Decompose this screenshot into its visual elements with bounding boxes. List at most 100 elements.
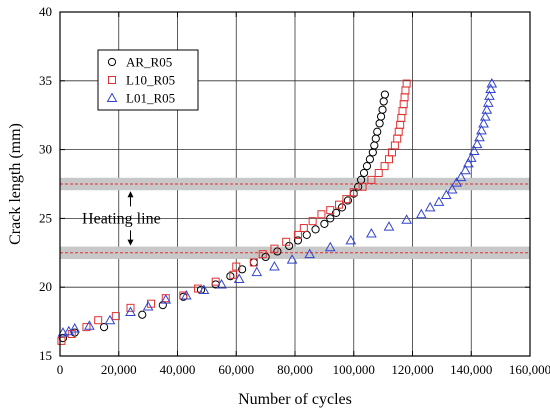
data-point bbox=[402, 79, 411, 88]
data-point bbox=[354, 182, 363, 191]
data-point bbox=[57, 336, 66, 345]
data-point bbox=[308, 217, 317, 226]
data-point bbox=[273, 247, 282, 256]
axes bbox=[59, 11, 531, 357]
data-point bbox=[302, 230, 311, 240]
data-point bbox=[299, 224, 308, 233]
y-tick-label: 40 bbox=[39, 4, 52, 19]
data-point bbox=[446, 183, 458, 194]
data-point bbox=[229, 270, 238, 279]
data-point bbox=[293, 230, 302, 239]
y-tick-label: 15 bbox=[39, 348, 52, 363]
data-point bbox=[362, 162, 372, 171]
data-point bbox=[232, 262, 241, 271]
data-point bbox=[393, 134, 402, 143]
data-point bbox=[332, 208, 341, 217]
data-point bbox=[366, 228, 377, 238]
y-tick-label: 25 bbox=[39, 210, 52, 225]
data-point bbox=[398, 107, 407, 116]
data-point bbox=[397, 113, 406, 122]
tick-labels: 0 20,000 40,000 60,000 80,000 100,000 120,000 1… bbox=[39, 4, 550, 377]
data-point bbox=[380, 90, 389, 99]
data-point bbox=[326, 206, 335, 215]
data-point bbox=[380, 162, 389, 171]
data-point bbox=[471, 138, 483, 149]
data-point bbox=[455, 171, 467, 182]
data-point bbox=[326, 214, 335, 223]
data-point bbox=[451, 177, 462, 187]
data-point bbox=[58, 334, 68, 343]
series-l01-r05 bbox=[57, 78, 498, 337]
data-point bbox=[337, 203, 347, 212]
x-tick-label: 160,000 bbox=[509, 362, 550, 377]
data-point bbox=[385, 155, 393, 164]
data-point bbox=[269, 261, 280, 271]
data-point bbox=[251, 266, 263, 277]
data-point bbox=[378, 105, 387, 114]
data-point bbox=[433, 196, 445, 206]
x-tick-label: 140,000 bbox=[450, 362, 492, 377]
legend: AR_R05 L10_R05 L01_R05 bbox=[97, 49, 199, 111]
data-point bbox=[460, 164, 471, 175]
data-point bbox=[82, 323, 91, 332]
data-point bbox=[317, 210, 326, 219]
legend-marker bbox=[106, 92, 118, 102]
data-point bbox=[476, 124, 487, 135]
x-tick-label: 0 bbox=[57, 362, 64, 377]
x-tick-label: 80,000 bbox=[277, 362, 313, 377]
heating-annotation: Heating line bbox=[82, 191, 161, 246]
data-point bbox=[482, 97, 494, 107]
y-tick-label: 30 bbox=[39, 142, 52, 157]
x-tick-label: 120,000 bbox=[391, 362, 433, 377]
data-point bbox=[349, 188, 358, 197]
legend-marker bbox=[108, 76, 116, 84]
data-point bbox=[194, 284, 203, 293]
data-point bbox=[216, 278, 227, 289]
arrow-head-up bbox=[127, 191, 134, 198]
x-tick-label: 40,000 bbox=[160, 362, 196, 377]
y-tick-label: 20 bbox=[39, 279, 52, 294]
data-point bbox=[233, 273, 245, 283]
y-tick-label: 35 bbox=[39, 73, 52, 88]
data-point bbox=[249, 258, 258, 267]
data-point bbox=[484, 90, 495, 100]
data-point bbox=[258, 250, 267, 259]
x-tick-label: 20,000 bbox=[101, 362, 137, 377]
data-point bbox=[324, 241, 336, 252]
legend-label: AR_R05 bbox=[126, 55, 172, 70]
y-axis-title: Crack length (mm) bbox=[7, 123, 24, 245]
data-point bbox=[293, 236, 303, 245]
data-point bbox=[383, 221, 395, 231]
data-point bbox=[479, 111, 491, 121]
data-point bbox=[285, 241, 294, 251]
legend-label: L10_R05 bbox=[126, 73, 175, 88]
data-point bbox=[270, 244, 279, 253]
data-point bbox=[158, 300, 167, 310]
data-point bbox=[359, 168, 369, 178]
data-point bbox=[396, 120, 405, 129]
data-point bbox=[401, 86, 410, 95]
data-point bbox=[249, 258, 258, 267]
data-point bbox=[374, 168, 383, 177]
data-point bbox=[365, 155, 375, 164]
data-point bbox=[261, 252, 270, 262]
data-point bbox=[238, 265, 247, 274]
data-point bbox=[465, 152, 477, 162]
data-point bbox=[311, 225, 320, 234]
data-point bbox=[481, 104, 493, 114]
data-point bbox=[125, 306, 136, 316]
data-point bbox=[371, 134, 380, 143]
data-point bbox=[211, 277, 220, 286]
arrow-head-down bbox=[127, 239, 134, 246]
data-point bbox=[440, 189, 452, 200]
data-point bbox=[345, 234, 357, 245]
data-point bbox=[478, 117, 489, 128]
heating-bands bbox=[60, 177, 530, 259]
series-l10-r05 bbox=[57, 79, 411, 345]
data-point bbox=[282, 237, 291, 246]
x-tick-label: 60,000 bbox=[218, 362, 254, 377]
data-point bbox=[370, 141, 379, 150]
data-point bbox=[379, 97, 388, 106]
